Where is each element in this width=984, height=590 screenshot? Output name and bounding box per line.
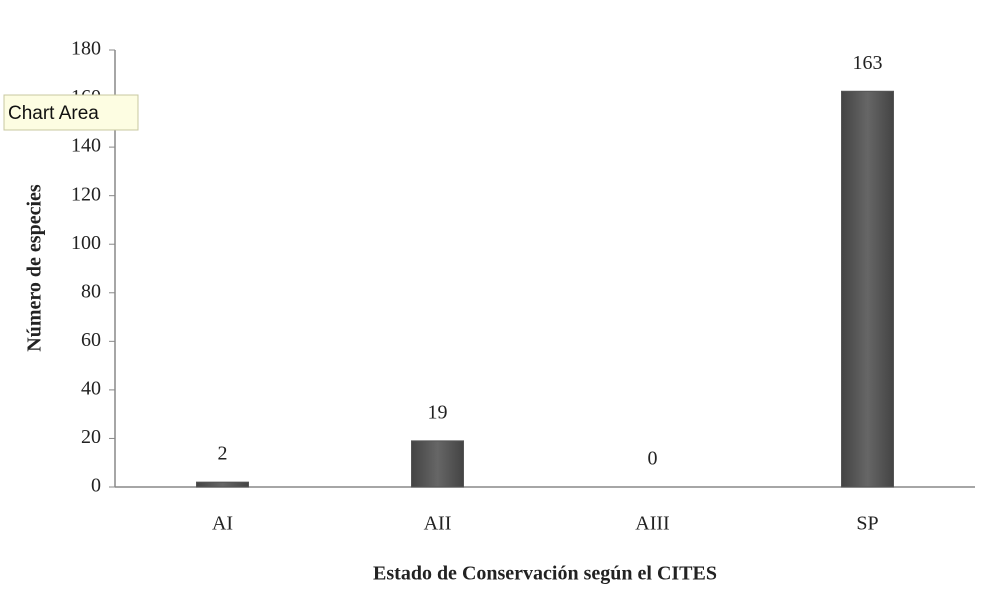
y-tick-label: 120 xyxy=(71,183,101,205)
tooltip: Chart Area xyxy=(3,94,139,131)
data-label: 0 xyxy=(648,448,658,470)
y-tick-label: 180 xyxy=(71,38,101,60)
data-label: 2 xyxy=(218,443,228,465)
y-tick-label: 80 xyxy=(81,280,101,302)
x-tick-label: AI xyxy=(212,513,233,535)
y-tick-label: 100 xyxy=(71,232,101,254)
y-tick-label: 40 xyxy=(81,377,101,399)
x-axis-title: Estado de Conservación según el CITES xyxy=(373,563,717,585)
y-tick-label: 60 xyxy=(81,329,101,351)
x-tick-label: AIII xyxy=(635,513,669,535)
bar xyxy=(411,440,464,488)
data-label: 19 xyxy=(428,401,448,423)
bar xyxy=(841,90,894,488)
y-tick-label: 20 xyxy=(81,426,101,448)
bar xyxy=(196,481,249,488)
tooltip-text: Chart Area xyxy=(8,103,99,124)
y-tick-label: 0 xyxy=(91,475,101,497)
x-tick-label: AII xyxy=(424,513,452,535)
y-tick-label: 140 xyxy=(71,135,101,157)
x-tick-label: SP xyxy=(856,513,878,535)
tooltip-box xyxy=(3,94,139,131)
data-label: 163 xyxy=(853,52,883,74)
y-axis-title: Número de especies xyxy=(24,184,46,352)
